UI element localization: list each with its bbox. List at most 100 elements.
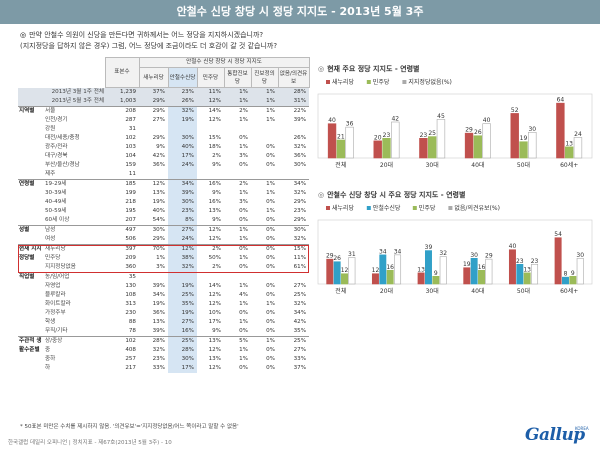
cell-value: 14%: [197, 106, 224, 116]
cell-value: 19%: [168, 116, 197, 125]
cell-value: [168, 170, 197, 180]
cell-value: 12%: [168, 244, 197, 254]
cell-value: 39%: [168, 189, 197, 198]
cell-value: 1%: [239, 283, 248, 289]
bar: [341, 273, 348, 285]
cell-value: 2%: [224, 106, 251, 116]
cell-value: 29%: [152, 236, 165, 242]
row-sample: 497: [105, 225, 139, 235]
cell-value: 0%: [251, 225, 278, 235]
bar: [556, 102, 565, 159]
row-sample: 195: [125, 208, 136, 214]
cell-value: 42%: [152, 153, 165, 159]
row-sample: 1,003: [105, 97, 139, 107]
cell-value: 12%: [208, 117, 221, 123]
cell-value: 29%: [293, 199, 307, 205]
plot-frame: [317, 93, 593, 159]
row-category: 연령별: [18, 179, 44, 226]
row-sample: 397: [105, 244, 139, 254]
table-row: 하 217 33% 17% 12% 0% 0% 37%: [18, 364, 309, 373]
row-label: 30-39세: [45, 190, 67, 196]
cell-value: 32%: [293, 144, 307, 150]
category-label: 30대: [426, 287, 439, 295]
data-label: 40: [483, 117, 491, 124]
cell-value: 29%: [152, 135, 165, 141]
legend-item: 민주당: [366, 78, 390, 86]
cell-value: 0%: [266, 328, 275, 334]
data-label: 64: [557, 97, 565, 104]
cell-value: 0%: [266, 255, 275, 261]
header-col: 민주당: [196, 67, 225, 88]
row-label: 무직/기타: [45, 328, 68, 334]
cell-value: 13%: [197, 336, 224, 346]
row-sample: 1,239: [105, 87, 139, 97]
row-label: 자영업: [45, 283, 61, 289]
cell-value: 34%: [168, 179, 197, 189]
cell-value: 30%: [168, 355, 197, 364]
data-label: 29: [485, 253, 493, 260]
table-row: 강원 31: [18, 125, 309, 134]
cell-value: 32%: [293, 190, 307, 196]
cell-value: 33%: [293, 356, 307, 362]
table-row: 대전/세종/충청 102 29% 30% 15% 0% 26%: [18, 134, 309, 143]
cell-value: 28%: [139, 336, 168, 346]
legend-label: 안철수신당: [373, 204, 401, 212]
cell-value: 27%: [168, 225, 197, 235]
cell-value: 30%: [168, 198, 197, 207]
data-label: 45: [437, 113, 445, 120]
table-row: 광주/전라 103 9% 40% 18% 1% 0% 32%: [18, 143, 309, 152]
data-label: 25: [428, 130, 436, 137]
cell-value: [139, 272, 168, 282]
row-sample: 199: [125, 190, 136, 196]
data-label: 23: [383, 132, 391, 139]
legend-swatch: [448, 206, 453, 210]
cell-value: 3%: [239, 199, 248, 205]
data-label: 34: [379, 248, 387, 255]
data-label: 16: [386, 264, 394, 271]
cell-value: 16%: [197, 179, 224, 189]
cell-value: 9%: [212, 217, 221, 223]
cell-value: 0%: [239, 208, 248, 214]
cell-value: 12%: [208, 236, 221, 242]
bar: [436, 119, 446, 159]
row-label: 19-29세: [44, 179, 105, 189]
cell-value: 37%: [293, 365, 307, 371]
row-label: 상/중상: [44, 336, 105, 346]
cell-value: 12%: [208, 301, 221, 307]
source-text: 한국갤럽 데일리 오피니언 | 정치지표 - 제67호(2013년 5월 3주)…: [8, 440, 172, 446]
cell-value: 0%: [266, 153, 275, 159]
cell-value: 25%: [293, 292, 307, 298]
cell-value: 1%: [251, 97, 278, 107]
category-label: 20대: [380, 287, 393, 295]
row-label: 제주: [45, 171, 56, 177]
cell-value: 32%: [293, 301, 307, 307]
cell-value: 5%: [224, 336, 251, 346]
cell-value: 23%: [168, 87, 197, 97]
category-label: 40대: [471, 287, 484, 295]
legend-label: 새누리당: [332, 78, 355, 86]
data-label: 29: [326, 253, 334, 260]
bar: [528, 131, 537, 159]
data-label: 30: [470, 252, 478, 259]
cell-value: [139, 170, 168, 180]
row-sample: 185: [105, 179, 139, 189]
cell-value: 37%: [139, 87, 168, 97]
data-label: 39: [425, 244, 433, 251]
cell-value: 30%: [293, 162, 307, 168]
chart-age-new-party: 새누리당 안철수신당 민주당 없음/의견유보(%)29 261231전체12341634…: [317, 204, 593, 295]
bullet-icon: ◎: [318, 65, 325, 73]
data-label: 13: [565, 140, 573, 147]
data-label: 19: [463, 261, 471, 268]
cell-value: 13%: [152, 190, 165, 196]
row-label: 대구/경북: [45, 153, 68, 159]
cell-value: 23%: [168, 207, 197, 216]
cell-value: 40%: [168, 143, 197, 152]
cell-value: 27%: [168, 318, 197, 327]
bar: [345, 126, 354, 159]
bar: [417, 272, 425, 285]
data-label: 13: [523, 266, 531, 273]
cell-value: 0%: [239, 135, 248, 141]
cell-value: 0%: [224, 244, 251, 254]
cell-value: 9%: [212, 162, 221, 168]
